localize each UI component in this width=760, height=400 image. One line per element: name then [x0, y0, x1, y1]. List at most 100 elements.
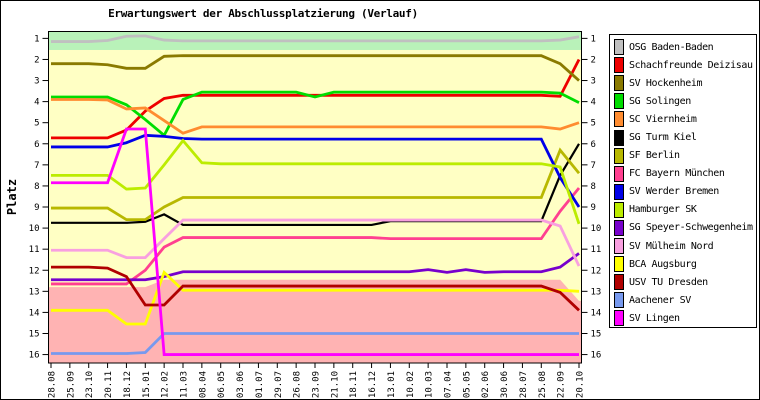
x-tick-label: 03.06 [236, 371, 246, 398]
x-tick-label: 05.05 [462, 371, 472, 398]
legend-swatch [614, 165, 624, 182]
y-tick-label: 15 [29, 329, 40, 339]
y-tick-label: 8 [34, 182, 39, 192]
legend-label: SF Berlin [629, 150, 680, 162]
legend-label: FC Bayern München [629, 168, 725, 180]
y-tick-label: 1 [591, 34, 596, 44]
y-tick-label: 3 [591, 77, 596, 87]
x-tick-label: 08.04 [198, 371, 208, 398]
x-tick-label: 29.07 [274, 371, 284, 398]
legend-swatch [614, 238, 624, 255]
legend-item: Schachfreunde Deizisau [610, 56, 756, 74]
series-line-sg-solingen [51, 90, 580, 138]
series-line-aachener-sv [51, 332, 579, 355]
series-line-usv-tu-dresden [51, 265, 580, 312]
x-tick-label: 02.06 [481, 371, 491, 398]
y-tick-label: 10 [29, 224, 40, 234]
legend-label: Hamburger SK [629, 204, 697, 216]
legend-item: FC Bayern München [610, 165, 756, 183]
legend-label: SG Solingen [629, 95, 691, 107]
x-tick-label: 28.08 [48, 371, 58, 398]
legend-label: SG Turm Kiel [629, 132, 697, 144]
y-tick-label: 7 [34, 161, 39, 171]
y-tick-label: 2 [34, 55, 39, 65]
x-tick-label: 23.09 [312, 371, 322, 398]
x-tick-label: 18.11 [349, 371, 359, 398]
legend-item: SF Berlin [610, 147, 756, 165]
x-tick-label: 16.12 [368, 371, 378, 398]
y-tick-label: 9 [591, 203, 596, 213]
legend-label: SV Lingen [629, 312, 680, 324]
y-tick-label: 4 [34, 98, 39, 108]
y-tick-label: 16 [591, 351, 602, 361]
x-tick-label: 25.08 [538, 371, 548, 398]
legend-item: SV Hockenheim [610, 74, 756, 92]
legend-swatch [614, 129, 624, 146]
series-line-schachfreunde-deizisau [51, 58, 581, 140]
y-tick-label: 14 [591, 308, 602, 318]
y-tick-label: 15 [591, 329, 602, 339]
x-tick-label: 06.05 [217, 371, 227, 398]
legend-label: SV Werder Bremen [629, 186, 719, 198]
legend-swatch [614, 183, 624, 200]
y-axis-label: Platz [5, 178, 19, 216]
legend-swatch [614, 57, 624, 74]
y-tick-label: 12 [591, 266, 602, 276]
legend-label: Schachfreunde Deizisau [629, 59, 753, 71]
legend-label: OSG Baden-Baden [629, 41, 714, 53]
legend-swatch [614, 256, 624, 273]
series-line-bca-augsburg [51, 269, 580, 326]
y-tick-label: 6 [34, 140, 39, 150]
legend-swatch [614, 310, 624, 327]
x-tick-label: 26.08 [293, 371, 303, 398]
legend-item: SG Turm Kiel [610, 128, 756, 146]
legend-label: SC Viernheim [629, 113, 697, 125]
x-tick-label: 30.06 [500, 371, 510, 398]
y-tick-label: 3 [34, 77, 39, 87]
x-tick-label: 21.10 [330, 371, 340, 398]
y-tick-label: 5 [591, 119, 596, 129]
chart-title: Erwartungswert der Abschlussplatzierung … [108, 7, 418, 20]
legend-swatch [614, 39, 624, 56]
legend-item: Hamburger SK [610, 201, 756, 219]
y-tick-label: 9 [34, 203, 39, 213]
legend-swatch [614, 111, 624, 128]
legend-item: SG Solingen [610, 92, 756, 110]
legend-swatch [614, 219, 624, 236]
x-tick-label: 28.07 [519, 371, 529, 398]
legend-item: SG Speyer-Schwegenheim [610, 219, 756, 237]
series-line-sv-werder-bremen [51, 133, 581, 208]
legend-label: SV Mülheim Nord [629, 240, 714, 252]
legend-swatch [614, 201, 624, 218]
series-line-fc-bayern-m-nchen [51, 187, 581, 286]
legend-item: SV Werder Bremen [610, 183, 756, 201]
x-tick-label: 20.10 [576, 371, 586, 398]
legend-item: BCA Augsburg [610, 255, 756, 273]
x-tick-label: 10.02 [406, 371, 416, 398]
legend-item: SV Lingen [610, 309, 756, 327]
y-tick-label: 13 [29, 287, 40, 297]
series-line-sv-hockenheim [51, 54, 580, 82]
x-tick-label: 13.01 [387, 371, 397, 398]
legend-item: SC Viernheim [610, 110, 756, 128]
y-tick-label: 10 [591, 224, 602, 234]
series-line-osg-baden-baden [51, 34, 580, 43]
x-tick-label: 18.12 [123, 371, 133, 398]
series-line-sv-m-lheim-nord [51, 218, 581, 267]
legend-label: SG Speyer-Schwegenheim [629, 222, 753, 234]
y-tick-label: 5 [34, 119, 39, 129]
legend: OSG Baden-Baden Schachfreunde Deizisau SV … [609, 34, 757, 328]
legend-label: Aachener SV [629, 294, 691, 306]
y-tick-label: 1 [34, 34, 39, 44]
series-line-sv-lingen [51, 127, 579, 356]
y-tick-label: 11 [591, 245, 602, 255]
legend-label: SV Hockenheim [629, 77, 703, 89]
legend-item: Aachener SV [610, 291, 756, 309]
x-tick-label: 01.07 [255, 371, 265, 398]
x-tick-label: 23.10 [85, 371, 95, 398]
x-tick-label: 22.09 [557, 371, 567, 398]
x-tick-label: 10.03 [425, 371, 435, 398]
y-tick-label: 8 [591, 182, 596, 192]
x-tick-label: 07.04 [444, 371, 454, 398]
